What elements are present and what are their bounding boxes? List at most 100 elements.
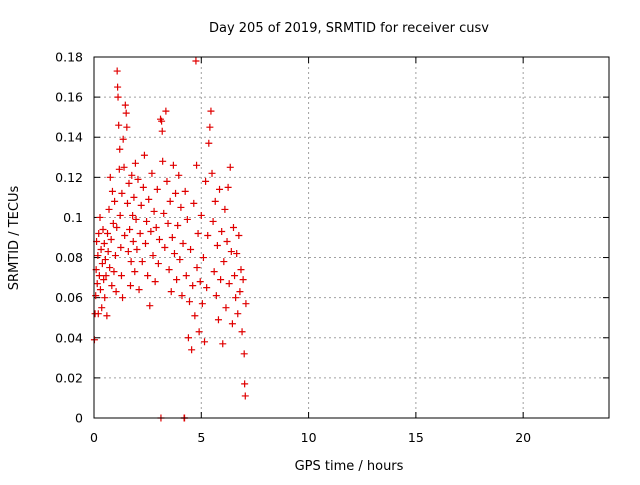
data-point bbox=[237, 266, 245, 274]
data-point bbox=[120, 163, 128, 171]
data-point bbox=[232, 294, 240, 302]
data-point bbox=[123, 123, 131, 131]
data-point bbox=[131, 159, 139, 167]
data-point bbox=[117, 272, 125, 280]
data-point bbox=[220, 258, 228, 266]
data-point bbox=[119, 294, 127, 302]
data-point bbox=[190, 199, 198, 207]
data-point bbox=[146, 302, 154, 310]
data-point bbox=[210, 268, 218, 276]
data-point bbox=[197, 211, 205, 219]
x-tick-label: 15 bbox=[408, 430, 424, 445]
data-point bbox=[98, 260, 106, 268]
data-point bbox=[184, 334, 192, 342]
data-point bbox=[199, 254, 207, 262]
data-point bbox=[225, 280, 233, 288]
y-tick-label: 0.08 bbox=[55, 250, 83, 265]
data-point bbox=[206, 123, 214, 131]
data-point bbox=[236, 288, 244, 296]
data-point bbox=[108, 282, 116, 290]
data-point bbox=[94, 252, 102, 260]
plot-border bbox=[93, 56, 610, 419]
x-axis-label: GPS time / hours bbox=[295, 459, 404, 474]
data-point bbox=[115, 165, 123, 173]
data-point bbox=[240, 350, 248, 358]
data-point bbox=[150, 207, 158, 215]
y-tick-label: 0.1 bbox=[63, 210, 83, 225]
data-point bbox=[129, 211, 137, 219]
data-point bbox=[159, 157, 167, 165]
data-point bbox=[113, 223, 121, 231]
data-point bbox=[124, 248, 132, 256]
data-point bbox=[97, 246, 105, 254]
data-point bbox=[223, 238, 231, 246]
data-point bbox=[204, 231, 212, 239]
data-point bbox=[100, 276, 108, 284]
data-point bbox=[176, 256, 184, 264]
data-point bbox=[114, 83, 122, 91]
data-point bbox=[219, 340, 227, 348]
data-point bbox=[228, 320, 236, 328]
data-point bbox=[138, 258, 146, 266]
data-point bbox=[222, 304, 230, 312]
x-tick-label: 10 bbox=[301, 430, 317, 445]
data-point bbox=[158, 117, 166, 125]
x-tick-label: 20 bbox=[515, 430, 531, 445]
data-point bbox=[182, 272, 190, 280]
data-point bbox=[111, 197, 119, 205]
data-point bbox=[226, 163, 234, 171]
data-point bbox=[216, 185, 224, 193]
data-point bbox=[165, 266, 173, 274]
data-point bbox=[153, 185, 161, 193]
data-point bbox=[181, 187, 189, 195]
tick-labels: 0 0.02 0.04 0.06 0.08 0.1 0.12 0.14 0.16 0.18 0 5 10… bbox=[55, 50, 531, 446]
y-tick-label: 0.14 bbox=[55, 130, 83, 145]
data-point bbox=[177, 203, 185, 211]
data-point bbox=[126, 225, 134, 233]
data-point bbox=[192, 57, 200, 65]
y-tick-label: 0.16 bbox=[55, 90, 83, 105]
data-point bbox=[158, 127, 166, 135]
y-axis-label: SRMTID / TECUs bbox=[7, 186, 22, 291]
data-point bbox=[168, 234, 176, 241]
data-point bbox=[231, 272, 239, 280]
data-point bbox=[101, 256, 109, 264]
data-point bbox=[160, 209, 168, 217]
data-point bbox=[239, 276, 247, 284]
data-point bbox=[170, 250, 178, 258]
data-point bbox=[175, 171, 183, 179]
data-point bbox=[142, 240, 149, 248]
y-tick-label: 0.12 bbox=[55, 170, 83, 185]
data-point bbox=[209, 217, 217, 225]
data-point bbox=[203, 284, 211, 292]
data-point bbox=[172, 189, 180, 197]
data-point bbox=[136, 229, 144, 237]
data-point bbox=[103, 312, 111, 320]
data-point bbox=[234, 310, 242, 318]
data-point bbox=[106, 264, 114, 272]
y-tick-label: 0.02 bbox=[55, 370, 83, 385]
data-point bbox=[218, 227, 226, 235]
data-point bbox=[106, 173, 114, 181]
data-point bbox=[167, 288, 175, 296]
data-point bbox=[101, 294, 109, 302]
data-point bbox=[121, 101, 129, 109]
data-point bbox=[213, 242, 221, 250]
data-point bbox=[143, 217, 151, 225]
data-point bbox=[135, 286, 143, 294]
data-point bbox=[188, 346, 196, 354]
chart-title: Day 205 of 2019, SRMTID for receiver cus… bbox=[209, 21, 489, 36]
data-point bbox=[185, 298, 193, 306]
data-point bbox=[164, 219, 172, 227]
data-point bbox=[166, 197, 174, 205]
data-point bbox=[111, 252, 119, 260]
data-point bbox=[145, 195, 153, 203]
data-point bbox=[134, 175, 142, 183]
data-point bbox=[112, 288, 120, 296]
data-point bbox=[205, 139, 213, 147]
data-point bbox=[117, 244, 125, 252]
data-point bbox=[123, 199, 131, 207]
data-point bbox=[174, 221, 182, 229]
y-tick-label: 0.04 bbox=[55, 330, 83, 345]
data-point bbox=[241, 392, 249, 400]
